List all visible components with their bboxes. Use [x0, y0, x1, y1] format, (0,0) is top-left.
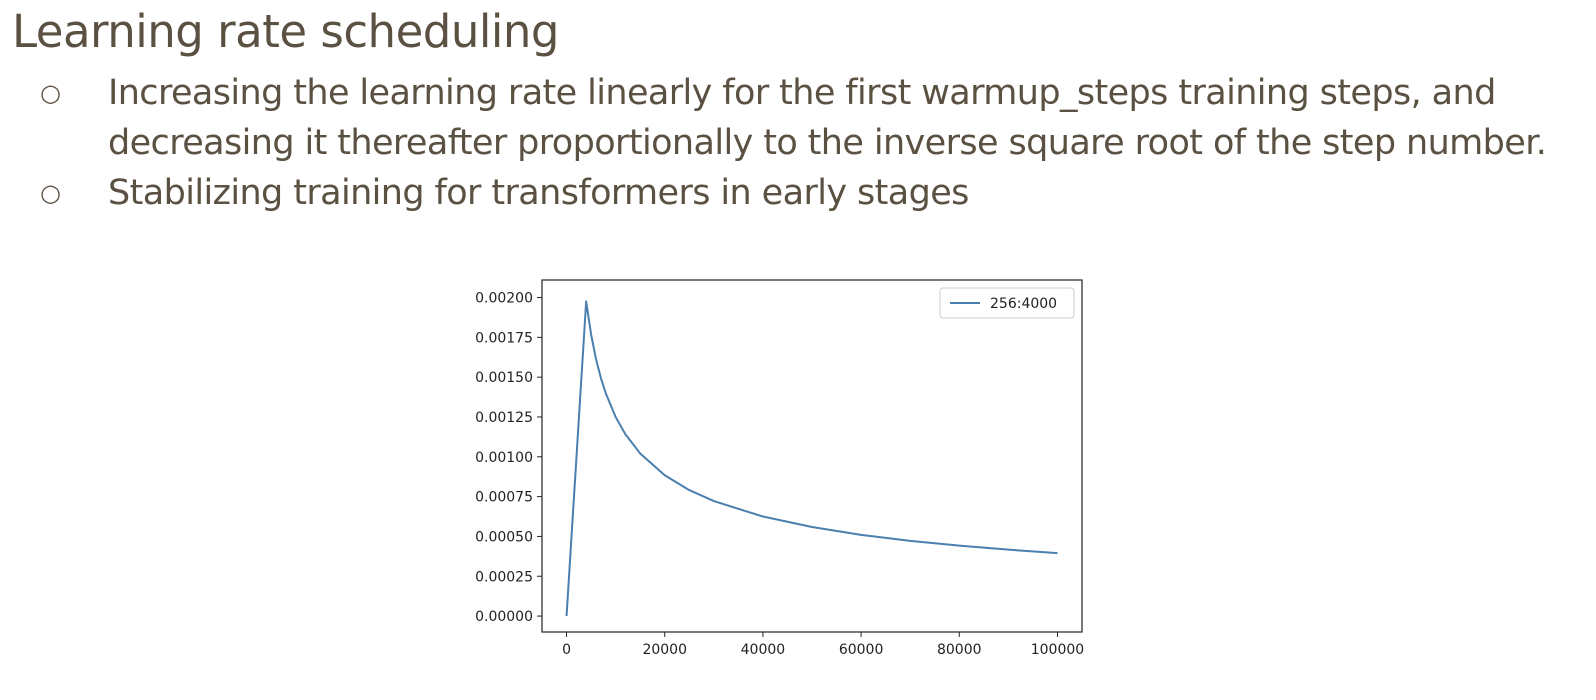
x-tick-label: 20000: [642, 642, 687, 658]
plot-area-frame: [541, 279, 1083, 633]
legend-label: 256:4000: [990, 296, 1057, 312]
x-tick-label: 0: [562, 642, 571, 658]
bullet-text: Increasing the learning rate linearly fo…: [108, 73, 1547, 163]
series-line: [565, 300, 1058, 617]
y-tick-label: 0.00050: [475, 529, 533, 545]
legend-box: [939, 287, 1075, 319]
bullet-item: ○ Increasing the learning rate linearly …: [0, 68, 1588, 168]
bullet-list: ○ Increasing the learning rate linearly …: [0, 68, 1588, 218]
y-tick-label: 0.00125: [475, 410, 533, 426]
slide-title: Learning rate scheduling: [12, 5, 559, 58]
y-tick-label: 0.00175: [475, 330, 533, 346]
y-tick-label: 0.00000: [475, 609, 533, 625]
x-tick-label: 100000: [1031, 642, 1084, 658]
bullet-item: ○ Stabilizing training for transformers …: [0, 168, 1588, 218]
chart-svg: 0.00000 0.00025 0.00050 0.00075 0.00100 0.001…: [475, 279, 1084, 658]
y-tick-label: 0.00100: [475, 450, 533, 466]
y-tick-label: 0.00200: [475, 291, 533, 307]
x-tick-label: 80000: [937, 642, 982, 658]
learning-rate-chart: 0.00000 0.00025 0.00050 0.00075 0.00100 0.001…: [460, 270, 1100, 670]
y-axis: 0.00000 0.00025 0.00050 0.00075 0.00100 0.001…: [475, 291, 542, 625]
legend: 256:4000: [939, 287, 1075, 319]
x-tick-label: 60000: [839, 642, 884, 658]
bullet-marker: ○: [40, 179, 61, 207]
y-tick-label: 0.00075: [475, 490, 533, 506]
y-tick-label: 0.00025: [475, 569, 533, 585]
x-tick-label: 40000: [741, 642, 786, 658]
y-tick-label: 0.00150: [475, 370, 533, 386]
x-axis: 0 20000 40000 60000 80000 100000: [562, 632, 1084, 658]
bullet-text: Stabilizing training for transformers in…: [108, 173, 969, 213]
series-layer: [565, 300, 1058, 617]
bullet-marker: ○: [40, 79, 61, 107]
